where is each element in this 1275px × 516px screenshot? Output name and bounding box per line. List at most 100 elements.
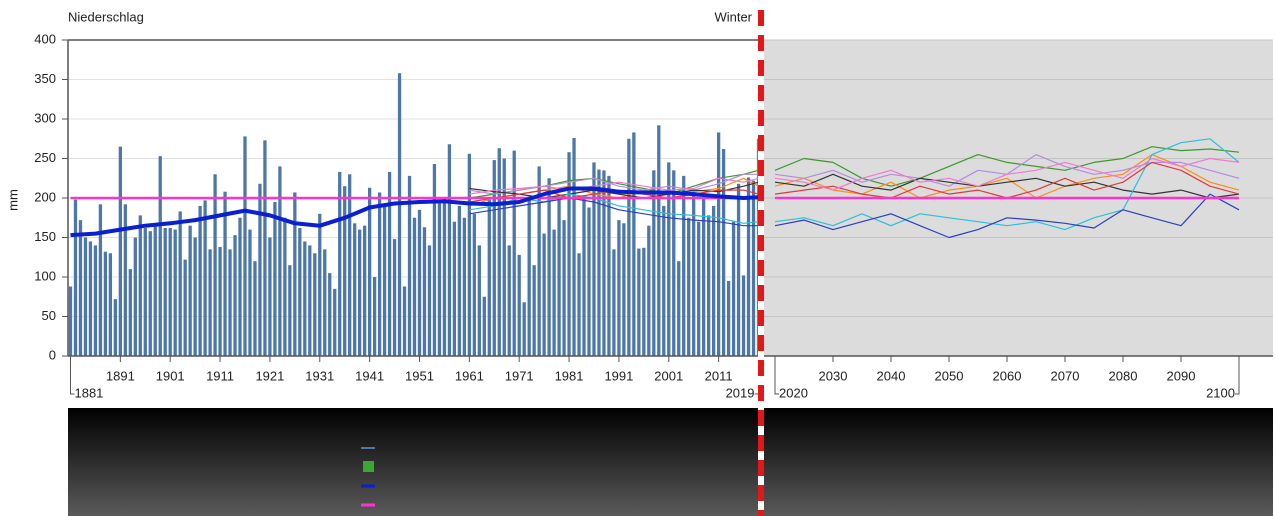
series-line <box>774 157 1240 191</box>
x-range-bracket <box>774 356 779 395</box>
bar <box>123 204 127 356</box>
bar <box>233 235 237 356</box>
y-tick-label: 0 <box>49 347 56 362</box>
bar <box>293 192 297 356</box>
bar <box>397 73 402 357</box>
series-line <box>469 197 759 227</box>
bar <box>243 136 247 356</box>
bar <box>662 205 666 356</box>
bar <box>313 253 317 356</box>
bar <box>258 183 262 356</box>
series-line <box>774 193 1240 239</box>
bar <box>577 253 581 356</box>
bar <box>637 248 641 356</box>
bar <box>592 162 596 356</box>
bar <box>223 191 227 356</box>
bar <box>462 217 467 356</box>
bar <box>238 217 242 356</box>
bar <box>412 217 417 356</box>
bar <box>73 199 78 356</box>
bar <box>736 183 741 356</box>
bar <box>83 237 88 356</box>
bar <box>78 220 83 356</box>
x-tick-label: 1891 <box>106 368 135 383</box>
bar <box>253 261 257 356</box>
bar <box>512 150 516 356</box>
bar <box>377 192 382 356</box>
bar <box>697 221 701 356</box>
bar <box>582 198 586 356</box>
bar <box>303 241 307 356</box>
bar <box>517 254 521 356</box>
bar <box>343 186 347 356</box>
bar <box>572 137 576 356</box>
bar <box>467 153 471 356</box>
bar <box>283 217 287 356</box>
x-tick-label: 2070 <box>1051 368 1080 383</box>
bar <box>163 228 167 356</box>
x-range-label: 1881 <box>74 385 103 400</box>
bar <box>692 190 696 356</box>
bar <box>372 277 377 356</box>
bar <box>248 229 252 356</box>
bar <box>133 237 137 356</box>
x-tick-label: 2011 <box>705 368 733 383</box>
y-tick-label: 400 <box>34 31 56 46</box>
bar <box>627 138 631 356</box>
x-tick-label: 2030 <box>819 368 848 383</box>
y-tick-label: 50 <box>42 308 56 323</box>
series-line <box>774 154 1240 199</box>
bar <box>333 288 337 356</box>
bar <box>642 247 646 356</box>
bar <box>367 187 372 356</box>
bar <box>98 204 103 356</box>
bar <box>268 237 272 356</box>
bar <box>612 249 616 356</box>
bar <box>657 125 661 356</box>
bar <box>427 245 432 356</box>
bar <box>68 286 73 356</box>
bar <box>682 175 686 356</box>
x-range-label: 2019 <box>726 385 755 400</box>
bar <box>188 225 192 356</box>
bar <box>726 280 731 356</box>
bar <box>392 239 397 356</box>
bar <box>647 225 651 356</box>
bar <box>716 132 721 356</box>
x-tick-label: 2080 <box>1109 368 1138 383</box>
bar <box>353 223 357 356</box>
x-tick-label: 2060 <box>993 368 1022 383</box>
bar <box>702 198 706 356</box>
bar <box>557 198 561 356</box>
x-range-label: 2020 <box>779 385 808 400</box>
bar <box>183 259 187 356</box>
x-range-bracket <box>69 356 75 395</box>
bar <box>218 246 222 356</box>
x-tick-label: 2090 <box>1167 368 1196 383</box>
y-tick-label: 150 <box>34 229 56 244</box>
bar <box>452 221 457 356</box>
bar <box>607 175 611 356</box>
bar <box>602 170 606 356</box>
bar <box>537 166 541 356</box>
series-line <box>774 138 1240 231</box>
x-tick-label: 1921 <box>255 368 284 383</box>
series-line <box>469 177 759 195</box>
bar <box>567 152 571 356</box>
x-range-bracket <box>1235 356 1240 395</box>
bar <box>622 223 626 356</box>
y-tick-label: 100 <box>34 268 56 283</box>
bar <box>348 174 352 356</box>
bar <box>477 245 481 356</box>
bar <box>751 180 756 356</box>
bar <box>298 228 302 356</box>
x-tick-label: 1991 <box>604 368 633 383</box>
bar <box>387 171 392 356</box>
bar <box>143 228 147 356</box>
x-tick-label: 1951 <box>405 368 434 383</box>
bar <box>597 169 601 356</box>
bar <box>148 231 152 356</box>
bar <box>128 269 132 356</box>
bar <box>472 213 476 356</box>
y-tick-label: 300 <box>34 110 56 125</box>
